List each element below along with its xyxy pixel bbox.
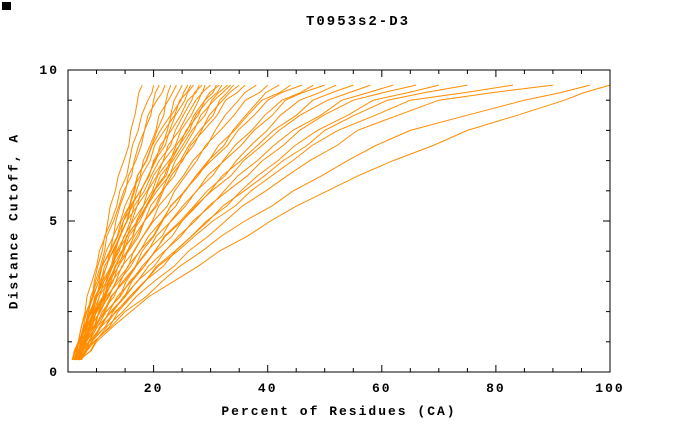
x-tick-label: 100 bbox=[595, 381, 624, 396]
plot-border bbox=[67, 69, 611, 373]
series-line bbox=[79, 84, 553, 361]
series-line bbox=[76, 84, 591, 361]
y-tick-label: 0 bbox=[49, 365, 59, 380]
series-line bbox=[75, 84, 231, 361]
terminal-corner-mark bbox=[2, 2, 11, 10]
series-line bbox=[73, 84, 211, 361]
series-line bbox=[77, 84, 468, 361]
series-line bbox=[74, 84, 514, 361]
series-line bbox=[78, 84, 611, 361]
series-line bbox=[73, 84, 303, 361]
series-line bbox=[74, 84, 269, 361]
x-axis-label: Percent of Residues (CA) bbox=[221, 404, 457, 419]
series-line bbox=[75, 84, 325, 361]
x-tick-label: 60 bbox=[372, 381, 392, 396]
series-line bbox=[74, 84, 155, 360]
y-tick-label: 10 bbox=[39, 63, 59, 78]
y-axis-label: Distance Cutoff, A bbox=[6, 132, 22, 310]
series-line bbox=[80, 84, 439, 361]
chart-title: T0953s2-D3 bbox=[305, 14, 411, 30]
series-line bbox=[76, 84, 417, 361]
y-tick-label: 5 bbox=[49, 214, 59, 229]
x-tick-label: 20 bbox=[144, 381, 164, 396]
series-line bbox=[73, 84, 371, 361]
series-line bbox=[72, 84, 166, 360]
series-line bbox=[76, 84, 206, 360]
x-tick-label: 40 bbox=[258, 381, 278, 396]
series-line bbox=[75, 84, 223, 361]
series-line bbox=[78, 84, 394, 361]
x-tick-label: 80 bbox=[486, 381, 506, 396]
series-line bbox=[76, 84, 240, 361]
